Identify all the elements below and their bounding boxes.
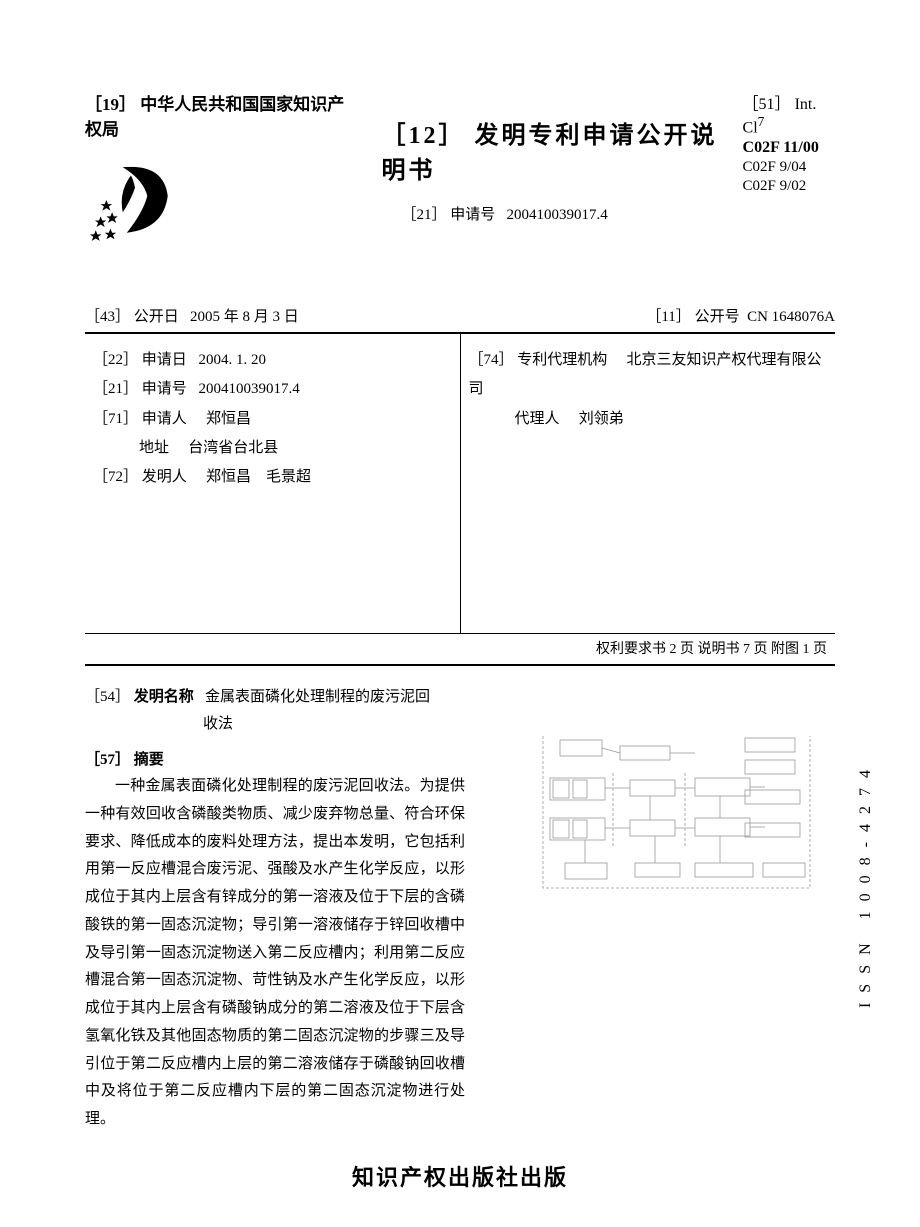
agency-label: 专利代理机构 <box>517 352 607 368</box>
agent-label: 代理人 <box>515 411 560 427</box>
abstract-code: ［57］ <box>85 752 130 768</box>
int-cl-block: ［51］ Int. Cl7 C02F 11/00 C02F 9/04 C02F … <box>743 90 835 195</box>
int-cl-main: C02F 11/00 <box>743 139 835 157</box>
left-app-num-label: 申请号 <box>142 381 187 397</box>
filing-date-value: 2004. 1. 20 <box>199 352 267 368</box>
applicant-value: 郑恒昌 <box>206 411 251 427</box>
inventor-code: ［72］ <box>93 469 138 485</box>
publication-number: ［11］ 公开号 CN 1648076A <box>646 305 835 326</box>
address-label: 地址 <box>139 440 169 456</box>
title-line1: 金属表面磷化处理制程的废污泥回 <box>205 689 430 705</box>
applicant-label: 申请人 <box>142 411 187 427</box>
pub-num-code: ［11］ <box>646 309 690 325</box>
agency-code: ［74］ <box>469 352 514 368</box>
publication-date: ［43］ 公开日 2005 年 8 月 3 日 <box>85 305 299 326</box>
sipo-logo-icon <box>85 155 185 245</box>
app-num-value: 200410039017.4 <box>507 207 608 223</box>
int-cl-sub1: C02F 9/04 <box>743 159 835 176</box>
document-title: ［12］ 发明专利申请公开说明书 <box>381 115 742 185</box>
biblio-right-column: ［74］ 专利代理机构 北京三友知识产权代理有限公司 代理人 刘领弟 <box>461 334 836 633</box>
pub-num-label: 公开号 <box>695 309 740 325</box>
int-cl-sub2: C02F 9/02 <box>743 178 835 195</box>
pub-date-code: ［43］ <box>85 309 130 325</box>
authority-line: ［19］ 中华人民共和国国家知识产权局 <box>85 90 356 140</box>
int-cl-code: ［51］ <box>743 96 791 113</box>
abstract-text: 一种金属表面磷化处理制程的废污泥回收法。为提供一种有效回收含磷酸类物质、减少废弃… <box>85 773 465 1134</box>
applicant-code: ［71］ <box>93 411 138 427</box>
pub-date-value: 2005 年 8 月 3 日 <box>190 309 299 325</box>
page-counts: 权利要求书 2 页 说明书 7 页 附图 1 页 <box>85 634 835 666</box>
pub-num-value: CN 1648076A <box>747 309 835 325</box>
inventor-label: 发明人 <box>142 469 187 485</box>
address-value: 台湾省台北县 <box>188 440 278 456</box>
publisher-line: 知识产权出版社出版 <box>0 1160 920 1192</box>
authority-code: ［19］ <box>85 95 136 114</box>
biblio-left-column: ［22］ 申请日 2004. 1. 20 ［21］ 申请号 2004100390… <box>85 334 460 633</box>
agent-value: 刘领弟 <box>579 411 624 427</box>
int-cl-sup: 7 <box>758 114 765 129</box>
left-app-num-code: ［21］ <box>93 381 138 397</box>
figure-thumbnail-icon <box>535 728 815 898</box>
pub-date-label: 公开日 <box>134 309 179 325</box>
app-num-code: ［21］ <box>401 207 446 223</box>
filing-date-label: 申请日 <box>142 352 187 368</box>
filing-date-code: ［22］ <box>93 352 138 368</box>
issn-vertical: ISSN 1008-4274 <box>857 760 875 1008</box>
inventor-value: 郑恒昌 毛景超 <box>206 469 311 485</box>
title-code: ［54］ <box>85 689 130 705</box>
doc-type-code: ［12］ <box>381 123 465 149</box>
left-app-num-value: 200410039017.4 <box>199 381 300 397</box>
abstract-label: 摘要 <box>134 752 164 768</box>
app-num-label: 申请号 <box>450 207 495 223</box>
application-number-line: ［21］ 申请号 200410039017.4 <box>401 203 742 224</box>
title-label: 发明名称 <box>134 689 194 705</box>
